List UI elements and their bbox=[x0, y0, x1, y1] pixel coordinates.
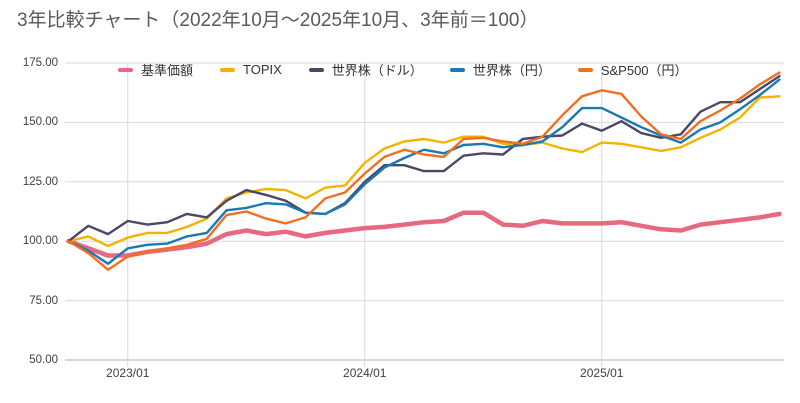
legend-item: 世界株（ドル） bbox=[308, 60, 423, 79]
legend-label: S&P500（円） bbox=[600, 63, 688, 78]
x-axis-tick-label: 2025/01 bbox=[580, 366, 624, 380]
legend-swatch-icon bbox=[449, 67, 465, 72]
x-axis-tick-label: 2023/01 bbox=[106, 366, 150, 380]
legend-item: 基準価額 bbox=[118, 60, 193, 79]
legend-swatch-icon bbox=[118, 67, 133, 72]
x-axis-tick-label: 2024/01 bbox=[343, 366, 387, 380]
y-axis-tick-label: 100.00 bbox=[22, 235, 58, 248]
series-line bbox=[66, 210, 782, 258]
legend-swatch-icon bbox=[577, 67, 593, 72]
y-axis-tick-label: 125.00 bbox=[22, 175, 58, 188]
legend-swatch-icon bbox=[308, 67, 324, 72]
series-line bbox=[67, 95, 781, 248]
y-axis-tick-label: 175.00 bbox=[22, 57, 58, 69]
chart-legend: 基準価額 TOPIX 世界株（ドル） 世界株（円） S&P500（円） bbox=[118, 60, 688, 79]
series-line bbox=[67, 74, 781, 243]
legend-label: TOPIX bbox=[243, 62, 282, 77]
legend-item: TOPIX bbox=[220, 62, 282, 77]
series-line bbox=[67, 71, 781, 271]
y-axis-tick-label: 50.00 bbox=[29, 354, 58, 366]
legend-label: 世界株（円） bbox=[472, 63, 551, 78]
legend-label: 基準価額 bbox=[141, 63, 194, 78]
y-axis-tick-label: 75.00 bbox=[29, 294, 58, 307]
chart-title: 3年比較チャート（2022年10月～2025年10月、3年前＝100） bbox=[17, 10, 539, 31]
legend-item: S&P500（円） bbox=[577, 60, 688, 79]
y-axis-tick-label: 150.00 bbox=[22, 116, 58, 129]
legend-swatch-icon bbox=[220, 67, 236, 72]
legend-label: 世界株（ドル） bbox=[331, 63, 423, 78]
legend-item: 世界株（円） bbox=[449, 60, 551, 79]
